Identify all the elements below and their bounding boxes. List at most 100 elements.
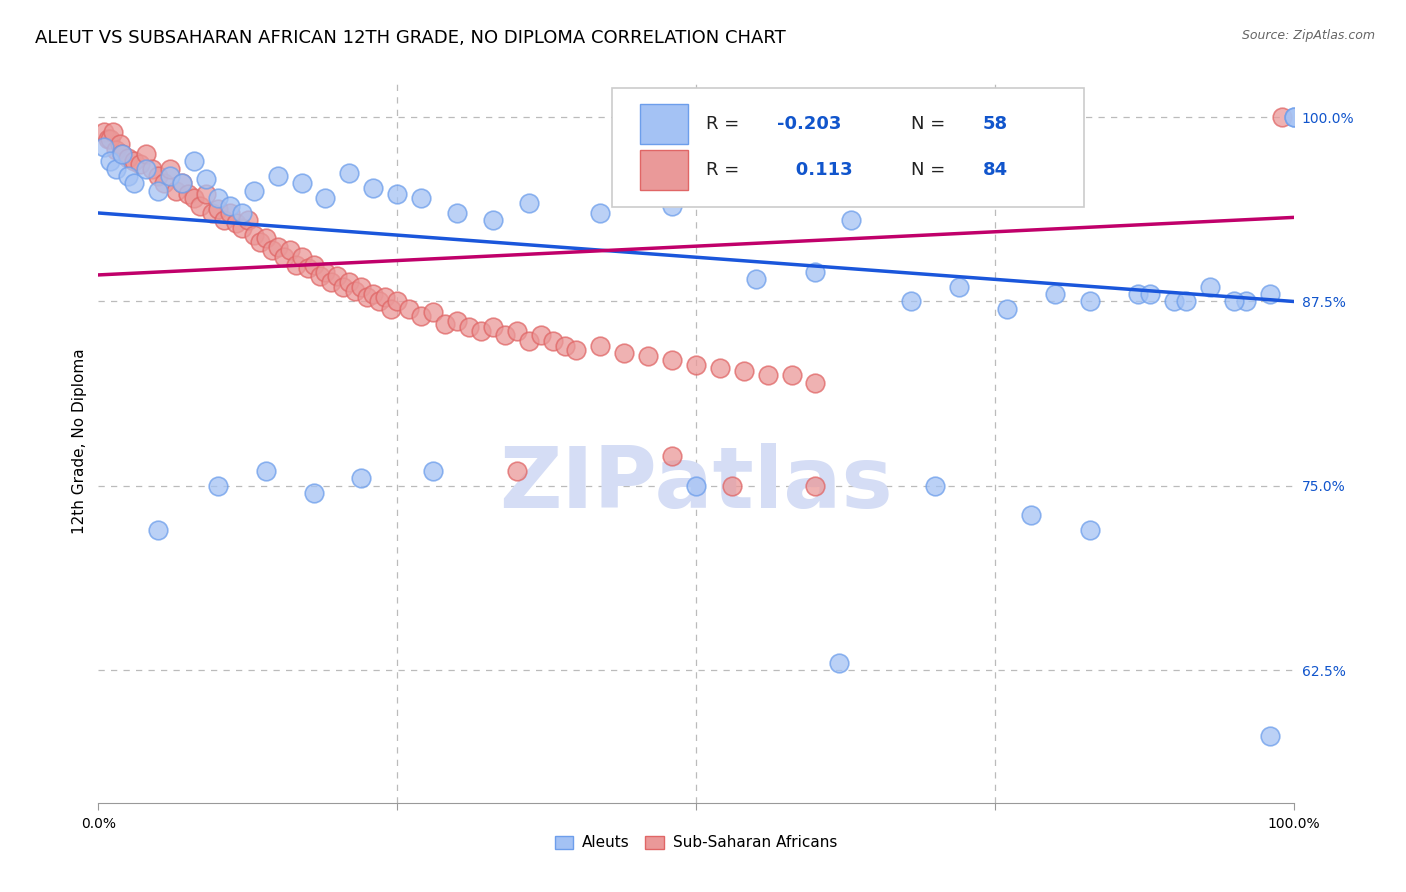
Bar: [640, 104, 688, 144]
Point: [339, 166, 361, 180]
Point: [385, 294, 409, 309]
Point: [1271, 110, 1294, 124]
Point: [385, 186, 409, 201]
Point: [368, 294, 391, 309]
Point: [1043, 287, 1066, 301]
Point: [117, 152, 139, 166]
Point: [661, 199, 683, 213]
Point: [363, 287, 385, 301]
Point: [745, 272, 768, 286]
Point: [249, 235, 271, 250]
Point: [589, 339, 612, 353]
Point: [481, 213, 505, 227]
Point: [267, 169, 290, 183]
Point: [1282, 110, 1305, 124]
Point: [148, 169, 170, 183]
Point: [315, 265, 337, 279]
Text: 0.113: 0.113: [778, 161, 853, 179]
Point: [411, 309, 433, 323]
Point: [530, 328, 553, 343]
Point: [685, 358, 707, 372]
Point: [291, 177, 314, 191]
Point: [411, 191, 433, 205]
Point: [541, 334, 564, 349]
Point: [685, 479, 707, 493]
Point: [1019, 508, 1042, 523]
Point: [1128, 287, 1150, 301]
Point: [321, 275, 343, 289]
Point: [1080, 294, 1102, 309]
Point: [356, 290, 378, 304]
Point: [613, 346, 636, 360]
Point: [804, 265, 827, 279]
Point: [344, 284, 367, 298]
Point: [148, 523, 170, 537]
Point: [135, 161, 157, 176]
Point: [458, 319, 481, 334]
Point: [105, 161, 128, 176]
Point: [97, 132, 120, 146]
Point: [804, 479, 827, 493]
Point: [1175, 294, 1198, 309]
Point: [434, 317, 457, 331]
Point: [841, 213, 863, 227]
Text: ALEUT VS SUBSAHARAN AFRICAN 12TH GRADE, NO DIPLOMA CORRELATION CHART: ALEUT VS SUBSAHARAN AFRICAN 12TH GRADE, …: [35, 29, 786, 46]
Text: R =: R =: [706, 115, 745, 133]
Point: [225, 216, 247, 230]
Point: [93, 139, 115, 153]
Point: [302, 258, 325, 272]
Text: ZIPatlas: ZIPatlas: [499, 443, 893, 526]
Point: [188, 199, 211, 213]
Point: [105, 143, 128, 157]
Point: [380, 301, 402, 316]
Point: [183, 191, 205, 205]
Point: [207, 479, 229, 493]
Point: [165, 184, 187, 198]
Point: [565, 343, 588, 358]
Point: [153, 177, 176, 191]
Point: [900, 294, 922, 309]
Point: [308, 269, 330, 284]
Point: [1139, 287, 1161, 301]
Point: [291, 250, 314, 264]
Point: [637, 349, 659, 363]
Point: [195, 186, 218, 201]
Point: [243, 228, 266, 243]
Point: [231, 206, 253, 220]
Text: N =: N =: [911, 115, 950, 133]
Point: [517, 195, 540, 210]
Text: N =: N =: [911, 161, 950, 179]
Point: [98, 154, 122, 169]
Point: [201, 206, 224, 220]
Point: [350, 471, 373, 485]
Point: [254, 231, 277, 245]
Point: [661, 353, 683, 368]
Point: [1199, 279, 1222, 293]
Point: [828, 656, 851, 670]
Point: [101, 125, 124, 139]
Point: [339, 275, 361, 289]
Legend: Aleuts, Sub-Saharan Africans: Aleuts, Sub-Saharan Africans: [548, 830, 844, 856]
Point: [326, 269, 349, 284]
Point: [284, 258, 307, 272]
Point: [446, 206, 468, 220]
Point: [98, 132, 122, 146]
Point: [733, 364, 755, 378]
Point: [494, 328, 516, 343]
Point: [254, 464, 277, 478]
Point: [219, 206, 242, 220]
Point: [315, 191, 337, 205]
Point: [207, 202, 229, 216]
Point: [172, 177, 194, 191]
Point: [1080, 523, 1102, 537]
Point: [195, 172, 218, 186]
Point: [117, 169, 139, 183]
Point: [141, 161, 163, 176]
Point: [302, 486, 325, 500]
Point: [212, 213, 235, 227]
Point: [231, 220, 253, 235]
Point: [111, 147, 134, 161]
Text: Source: ZipAtlas.com: Source: ZipAtlas.com: [1241, 29, 1375, 42]
Point: [135, 147, 157, 161]
Point: [398, 301, 420, 316]
